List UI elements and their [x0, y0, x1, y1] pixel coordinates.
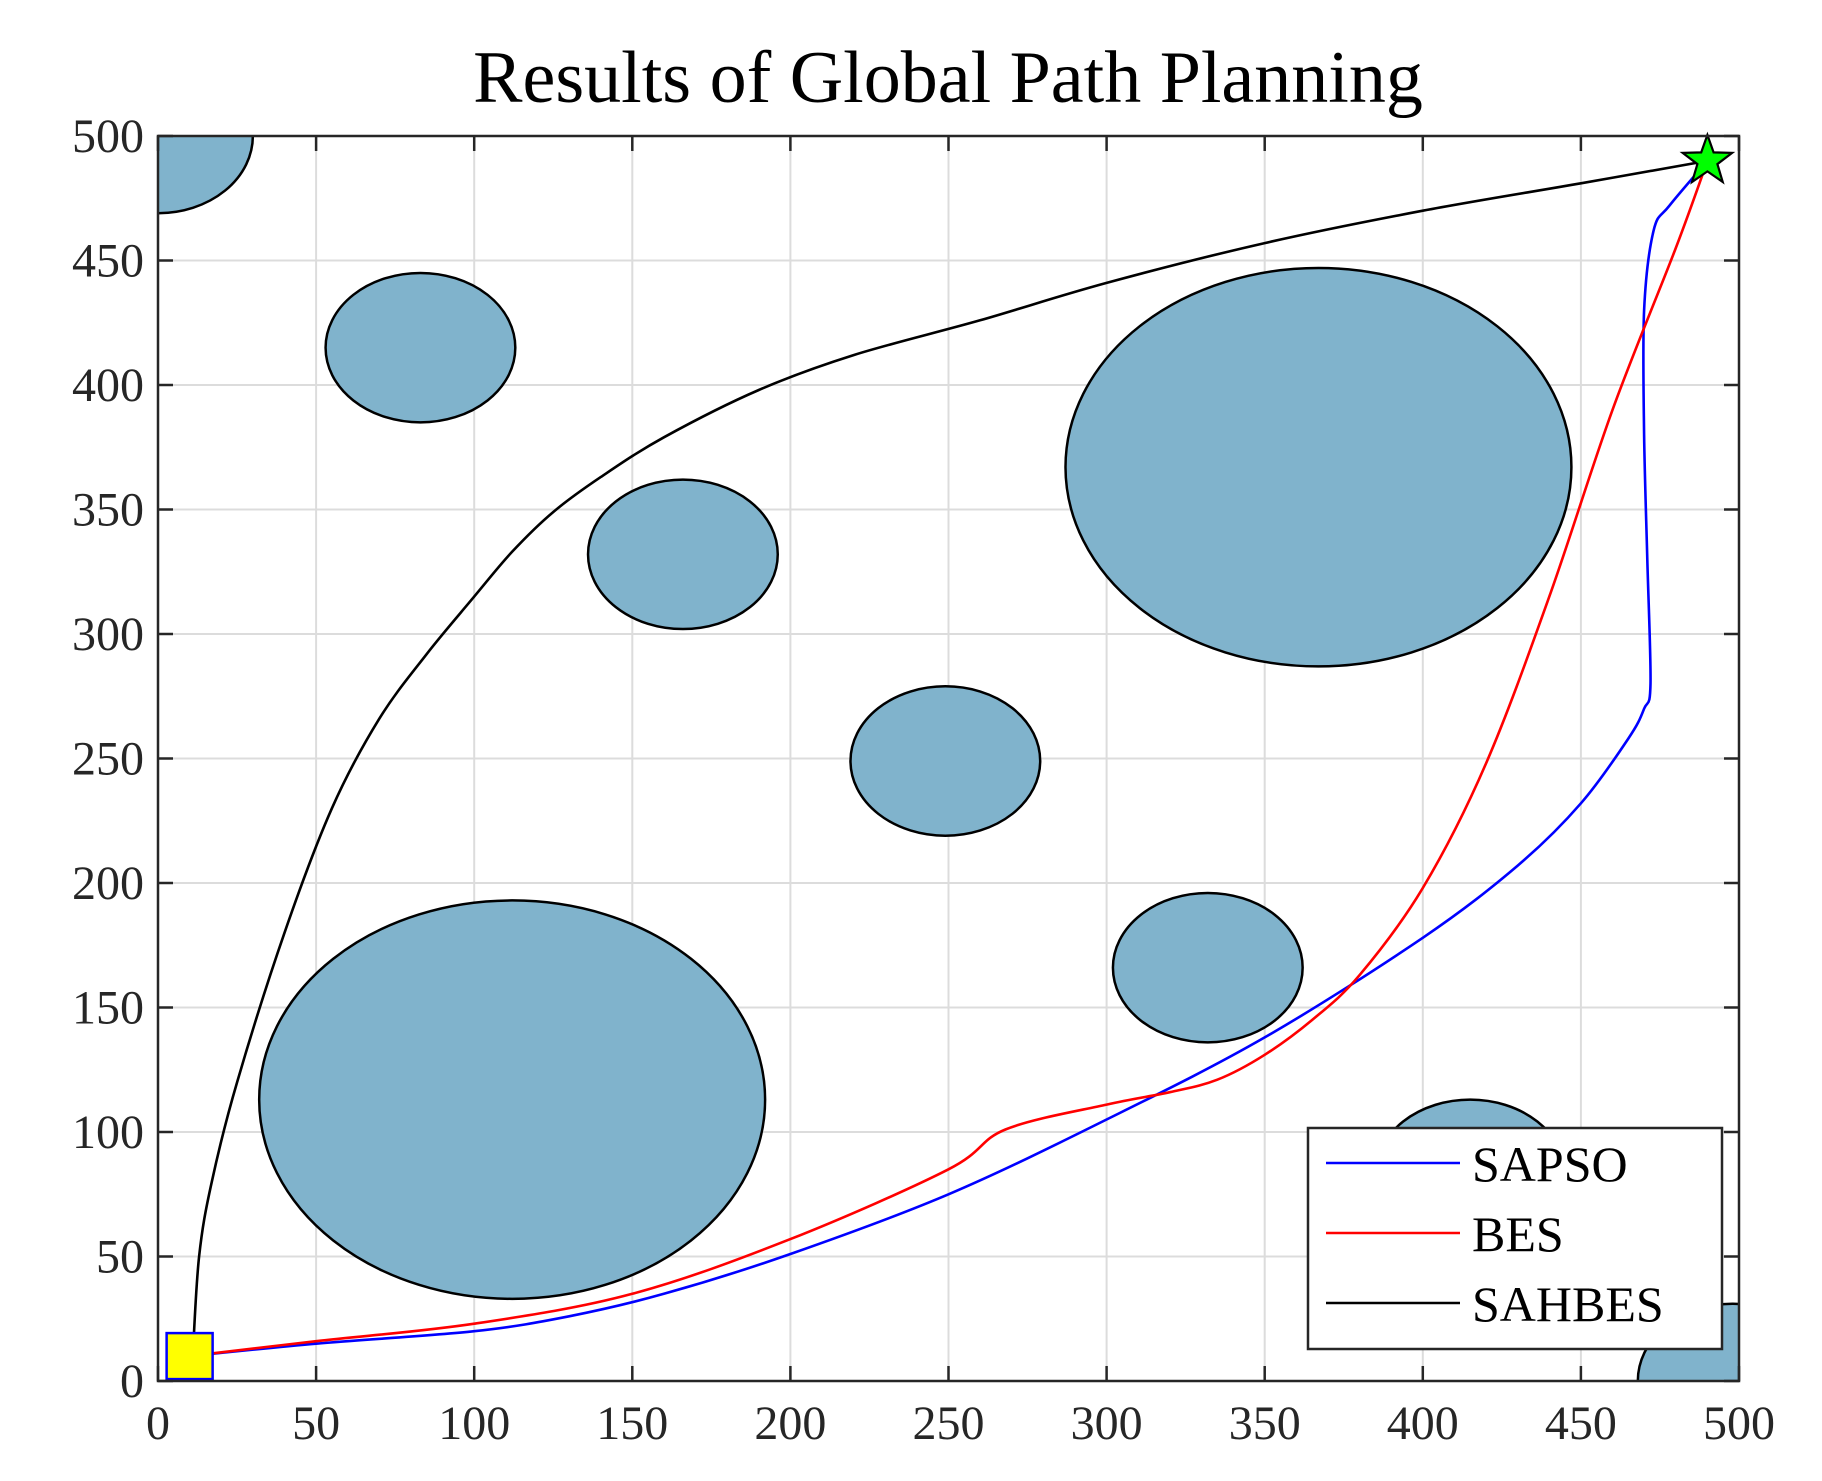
start-marker [165, 1331, 214, 1381]
legend-label-sahbes: SAHBES [1472, 1276, 1664, 1332]
y-tick-label: 0 [120, 1355, 144, 1408]
goal-marker [1679, 131, 1736, 185]
y-tick-label: 300 [72, 608, 144, 661]
y-tick-label: 450 [72, 235, 144, 288]
x-tick-label: 0 [146, 1397, 170, 1450]
x-tick-label: 450 [1545, 1397, 1617, 1450]
markers-layer [165, 131, 1736, 1381]
obstacle-ellipse [158, 136, 255, 215]
x-tick-label: 150 [596, 1397, 668, 1450]
x-tick-label: 300 [1071, 1397, 1143, 1450]
obstacle-ellipse [849, 685, 1042, 837]
axis-ticks [156, 134, 1741, 1383]
chart-title: Results of Global Path Planning [473, 37, 1423, 119]
x-tick-label: 500 [1703, 1397, 1775, 1450]
y-tick-label: 500 [72, 110, 144, 163]
legend-box [1306, 1126, 1724, 1351]
y-tick-label: 100 [72, 1106, 144, 1159]
paths-layer [189, 159, 1709, 1358]
y-tick-label: 50 [96, 1231, 144, 1284]
x-tick-label: 400 [1387, 1397, 1459, 1450]
series-line-sapso [189, 160, 1709, 1358]
x-tick-label: 200 [754, 1397, 826, 1450]
legend-label-bes: BES [1472, 1206, 1564, 1262]
legend: SAPSO BES SAHBES [1306, 1126, 1724, 1351]
y-tick-label: 150 [72, 982, 144, 1035]
x-tick-label: 350 [1229, 1397, 1301, 1450]
x-tick-labels: 0 50 100 150 200 250 300 350 400 450 500 [146, 1397, 1775, 1450]
x-tick-label: 250 [913, 1397, 985, 1450]
y-tick-label: 200 [72, 857, 144, 910]
x-tick-label: 50 [292, 1397, 340, 1450]
obstacle-ellipse [1064, 266, 1573, 668]
y-tick-label: 250 [72, 733, 144, 786]
y-tick-label: 400 [72, 359, 144, 412]
y-tick-labels: 0 50 100 150 200 250 300 350 400 450 500 [72, 110, 144, 1408]
obstacle-ellipse [257, 899, 767, 1301]
series-line-sahbes [191, 159, 1708, 1357]
y-tick-label: 350 [72, 484, 144, 537]
x-tick-label: 100 [438, 1397, 510, 1450]
series-line-bes [189, 160, 1709, 1358]
obstacle-ellipse [324, 271, 517, 424]
legend-label-sapso: SAPSO [1472, 1136, 1628, 1192]
obstacle-ellipse [1111, 891, 1304, 1044]
obstacle-ellipse [586, 478, 780, 631]
